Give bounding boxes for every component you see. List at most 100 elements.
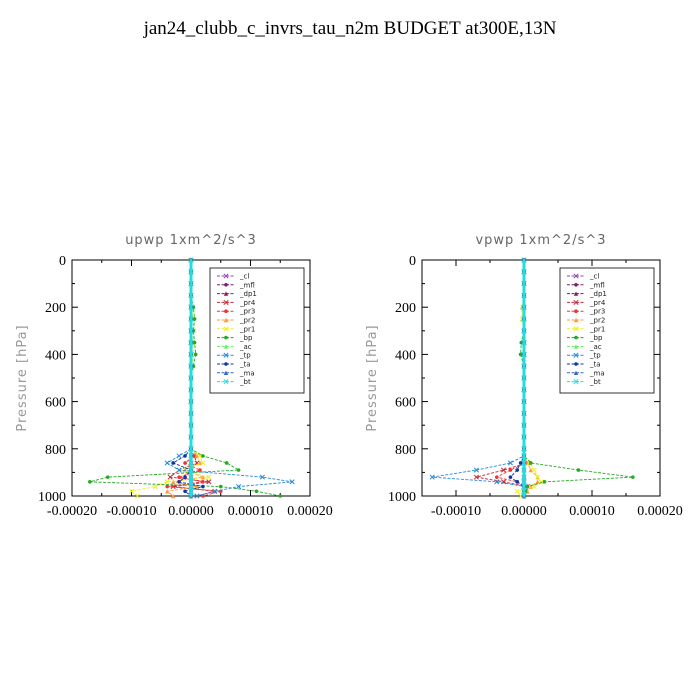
legend-marker [223,379,229,385]
y-tick-label: 1000 [38,490,66,505]
data-point [188,328,194,334]
legend-marker [224,362,228,366]
data-point [501,467,507,473]
legend: _cl_mfl_dp1_pr4_pr3_pr2_pr1_bp_ac_tp_ta_… [209,267,305,394]
y-tick-label: 0 [59,254,66,269]
data-point [192,317,197,321]
legend-marker [223,370,229,375]
data-point [515,480,519,484]
series-pr1 [128,257,212,499]
data-point [201,480,205,484]
legend-marker [223,352,229,358]
legend-marker [574,362,578,366]
legend-marker [573,273,579,279]
data-point [188,434,194,440]
data-point [521,422,527,428]
data-point [473,474,479,480]
data-point [236,484,242,490]
legend-label: _tp [589,352,601,360]
data-point [254,489,259,494]
data-point [170,479,176,485]
legend-marker [574,335,578,340]
data-point [515,468,519,472]
data-point [165,484,169,489]
data-point [521,410,527,416]
data-point [188,467,194,473]
data-point [473,467,479,473]
legend-marker [223,273,229,279]
legend-label: _pr3 [239,308,255,316]
data-point [495,475,499,479]
data-point [508,468,513,472]
data-point [521,453,527,459]
data-point [188,257,194,263]
y-axis-label: Pressure [hPa] [365,324,380,431]
data-point [259,474,265,480]
data-point [521,446,527,452]
y-tick-label: 0 [409,254,416,269]
data-point [206,479,212,485]
data-point [507,460,513,466]
data-point [514,488,520,494]
data-point [521,351,527,357]
legend-marker [573,317,579,323]
data-point [518,352,523,357]
legend-label: _mfl [589,281,605,289]
data-point [631,475,635,479]
data-point [188,269,194,275]
data-point [218,484,223,489]
data-point [194,453,200,459]
legend-label: _cl [239,273,249,281]
data-point [188,375,194,381]
data-point [201,454,205,458]
legend-label: _pr1 [239,325,255,333]
legend-label: _ta [589,361,601,369]
data-point [165,489,170,494]
data-point [188,474,194,480]
legend: _cl_mfl_dp1_pr4_pr3_pr2_pr1_bp_ac_tp_ta_… [559,267,655,394]
data-point [521,316,527,322]
data-point [236,468,241,472]
data-point [182,467,188,473]
data-point [177,475,181,479]
data-point [193,352,198,357]
legend-label: _pr1 [589,325,605,333]
data-point [176,453,182,459]
data-point [289,479,295,485]
data-point [198,468,202,472]
legend-marker [224,335,228,340]
legend-label: _mfl [239,281,255,289]
data-point [183,489,187,494]
data-point [521,363,527,369]
data-point [192,454,196,458]
data-point [170,493,176,499]
data-point [508,475,513,479]
legend-label: _ma [589,369,605,377]
data-point [188,387,194,393]
data-point [521,434,527,440]
data-point [188,484,194,490]
series-tp [429,257,528,499]
data-point [521,328,527,334]
data-point [494,479,500,485]
data-point [501,479,507,485]
y-tick-label: 800 [45,443,66,458]
data-point [521,399,527,405]
data-point [521,387,527,393]
data-point [188,316,194,322]
data-point [519,340,524,345]
x-tick-label: 0.00010 [228,504,274,519]
data-point [164,460,170,466]
data-point [278,494,283,498]
legend-marker [573,370,579,375]
data-point [521,257,527,263]
data-point [521,484,527,490]
legend-marker [574,309,578,314]
y-tick-label: 200 [395,301,416,316]
x-tick-label: 0.00020 [637,504,683,519]
y-tick-label: 400 [395,348,416,363]
data-point [542,480,547,484]
data-point [183,475,187,479]
x-tick-label: 0.00000 [168,504,214,519]
